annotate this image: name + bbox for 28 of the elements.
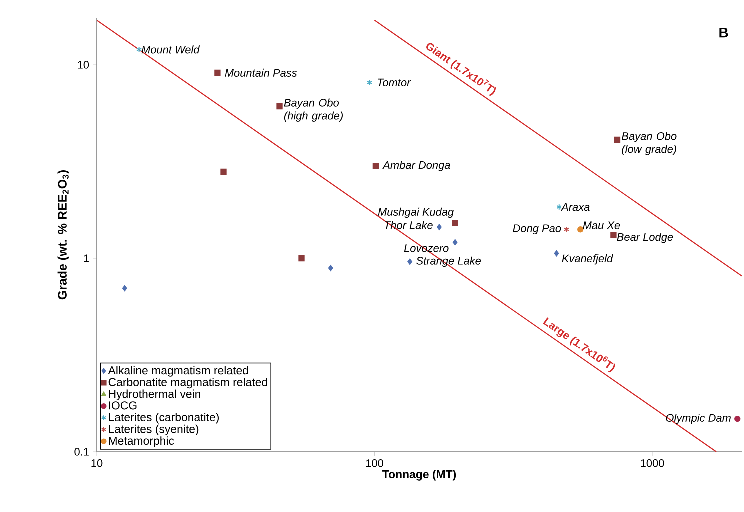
legend-label: Hydrothermal vein	[109, 390, 200, 400]
legend-label: Alkaline magmatism related	[108, 366, 248, 377]
x-axis-title: Tonnage (MT)	[382, 470, 456, 481]
annotation: Mushgai Kudag	[378, 208, 454, 218]
annotation: Mount Weld	[142, 46, 200, 54]
annotation: Dong Pao	[513, 224, 562, 235]
annotation: Araxa	[561, 203, 590, 212]
annotation: Kvanefjeld	[562, 254, 614, 265]
annotation: Ambar Donga	[382, 161, 450, 172]
legend-label: Carbonatite magmatism related	[108, 378, 268, 389]
legend-label: Metamorphic	[109, 436, 174, 448]
legend-label: IOCG	[109, 402, 137, 410]
annotation: Bear Lodge	[617, 233, 674, 244]
x-tick-label: 10	[92, 460, 103, 468]
y-axis-title: Grade (wt. % REE$_{2}$O$_{3}$)	[58, 170, 70, 300]
x-tick-label: 1000	[641, 460, 664, 468]
y-tick-label: 0.1	[74, 448, 89, 456]
annotation: B	[720, 28, 728, 38]
y-tick-label: 10	[78, 61, 90, 69]
legend-label: Laterites (syenite)	[109, 424, 199, 436]
x-tick-label: 100	[366, 460, 384, 468]
annotation: Bayan Obo (high grade)	[284, 98, 343, 122]
annotation: Bayan Obo (low grade)	[622, 132, 677, 156]
legend-label: Laterites (carbonatite)	[109, 413, 219, 424]
annotation: Mau Xe	[583, 222, 620, 230]
annotation: Tomtor	[378, 78, 412, 87]
y-tick-label: 1	[84, 254, 89, 262]
annotation: Mountain Pass	[225, 68, 298, 77]
